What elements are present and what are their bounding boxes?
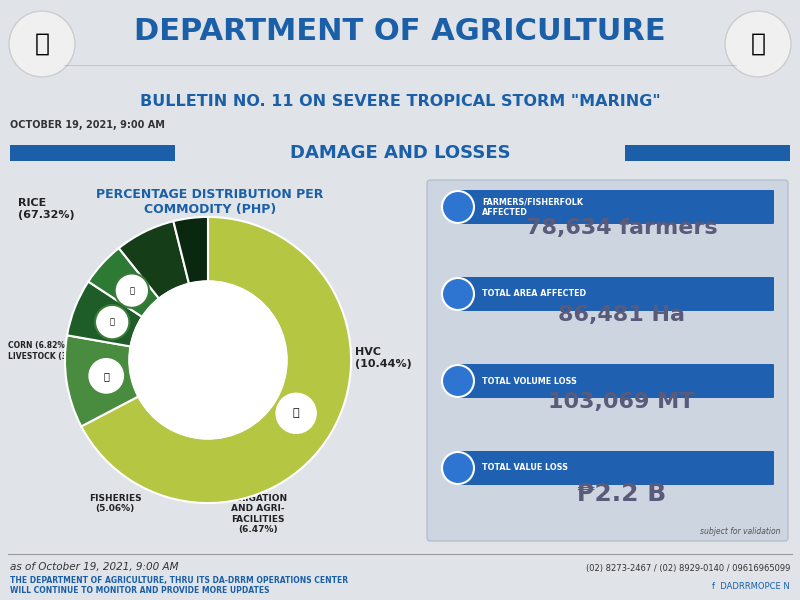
Wedge shape (65, 335, 138, 427)
Text: 103,069 MT: 103,069 MT (548, 392, 694, 412)
Text: 🌍: 🌍 (750, 32, 766, 56)
Text: RICE
(67.32%): RICE (67.32%) (18, 198, 74, 220)
Text: BULLETIN NO. 11 ON SEVERE TROPICAL STORM "MARING": BULLETIN NO. 11 ON SEVERE TROPICAL STORM… (140, 94, 660, 109)
Text: TOTAL VOLUME LOSS: TOTAL VOLUME LOSS (482, 377, 577, 385)
Text: 86,481 Ha: 86,481 Ha (558, 305, 685, 325)
Circle shape (725, 11, 791, 77)
Circle shape (276, 393, 316, 433)
Text: 🌾: 🌾 (34, 32, 50, 56)
Text: HVC
(10.44%): HVC (10.44%) (355, 347, 412, 369)
Circle shape (130, 281, 286, 439)
Text: 78,634 farmers: 78,634 farmers (526, 218, 718, 238)
Text: TOTAL VALUE LOSS: TOTAL VALUE LOSS (482, 463, 568, 473)
Wedge shape (67, 281, 142, 346)
Text: as of October 19, 2021, 9:00 AM: as of October 19, 2021, 9:00 AM (10, 562, 178, 572)
FancyBboxPatch shape (427, 180, 788, 541)
FancyBboxPatch shape (457, 364, 774, 398)
Bar (625, 145, 790, 161)
Circle shape (114, 274, 149, 308)
Wedge shape (119, 221, 189, 298)
Text: ₱2.2 B: ₱2.2 B (577, 482, 666, 506)
Text: IRRIGATION
AND AGRI-
FACILITIES
(6.47%): IRRIGATION AND AGRI- FACILITIES (6.47%) (229, 494, 287, 534)
Wedge shape (82, 217, 351, 503)
Circle shape (442, 191, 474, 223)
Text: subject for validation: subject for validation (699, 527, 780, 536)
Circle shape (442, 452, 474, 484)
Text: FISHERIES
(5.06%): FISHERIES (5.06%) (89, 494, 142, 514)
Text: FARMERS/FISHERFOLK
AFFECTED: FARMERS/FISHERFOLK AFFECTED (482, 197, 583, 217)
Text: 🐟: 🐟 (130, 286, 134, 295)
FancyBboxPatch shape (457, 451, 774, 485)
Text: 💧: 💧 (110, 317, 114, 326)
Text: f  DADRRMOPCE N: f DADRRMOPCE N (712, 582, 790, 591)
Bar (10, 145, 175, 161)
Circle shape (442, 278, 474, 310)
Wedge shape (174, 217, 208, 284)
Text: DEPARTMENT OF AGRICULTURE: DEPARTMENT OF AGRICULTURE (134, 17, 666, 46)
FancyBboxPatch shape (457, 277, 774, 311)
Text: OCTOBER 19, 2021, 9:00 AM: OCTOBER 19, 2021, 9:00 AM (10, 120, 165, 130)
Wedge shape (88, 248, 159, 317)
Text: 🌾: 🌾 (293, 409, 299, 418)
FancyBboxPatch shape (457, 190, 774, 224)
Text: TOTAL AREA AFFECTED: TOTAL AREA AFFECTED (482, 289, 586, 298)
Text: 🌿: 🌿 (103, 371, 109, 381)
Text: DAMAGE AND LOSSES: DAMAGE AND LOSSES (290, 144, 510, 162)
Text: (02) 8273-2467 / (02) 8929-0140 / 09616965099: (02) 8273-2467 / (02) 8929-0140 / 096169… (586, 564, 790, 573)
Circle shape (95, 305, 130, 339)
Text: THE DEPARTMENT OF AGRICULTURE, THRU ITS DA-DRRM OPERATIONS CENTER
WILL CONTINUE : THE DEPARTMENT OF AGRICULTURE, THRU ITS … (10, 576, 348, 595)
Circle shape (442, 365, 474, 397)
Circle shape (9, 11, 75, 77)
Text: PERCENTAGE DISTRIBUTION PER
COMMODITY (PHP): PERCENTAGE DISTRIBUTION PER COMMODITY (P… (96, 188, 324, 216)
Circle shape (89, 359, 123, 393)
Text: CORN (6.82%)
LIVESTOCK (3.9%): CORN (6.82%) LIVESTOCK (3.9%) (8, 341, 86, 361)
